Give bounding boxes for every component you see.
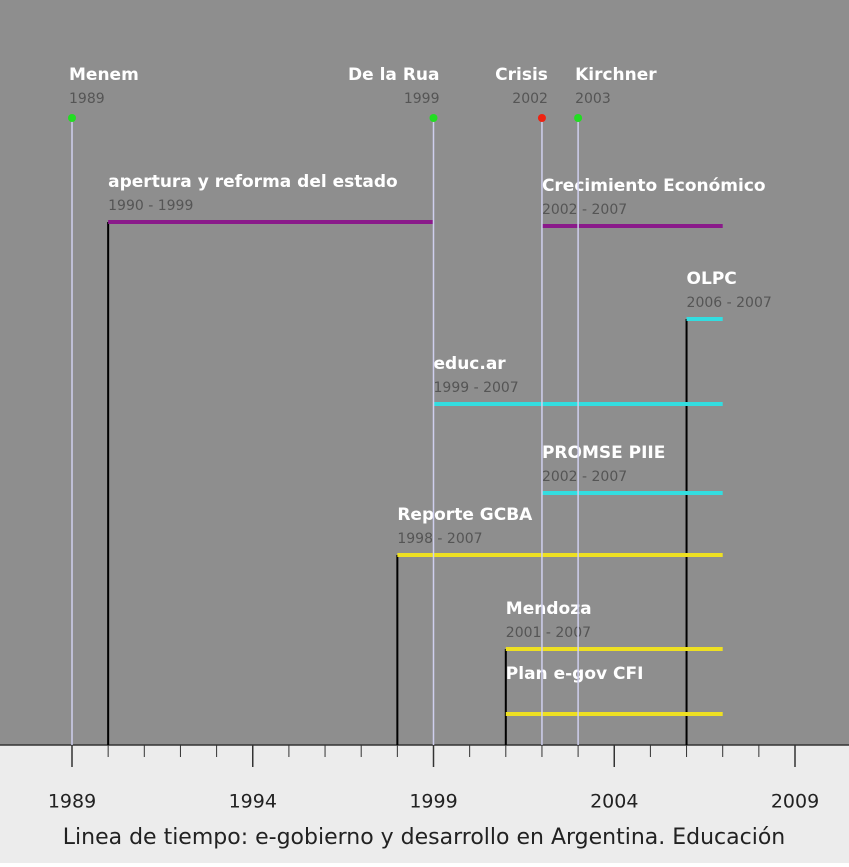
span-range: 1990 - 1999	[108, 198, 193, 214]
event-dot	[68, 114, 76, 122]
event-year: 2002	[512, 91, 548, 107]
span-name: Crecimiento Económico	[542, 176, 766, 196]
span-range: 1998 - 2007	[397, 531, 482, 547]
event-dot	[429, 114, 438, 122]
event-year: 2003	[575, 91, 611, 107]
span-name: PROMSE PIIE	[542, 443, 665, 463]
plot-background	[0, 0, 849, 745]
x-tick-label: 2009	[771, 791, 819, 813]
event-name: Crisis	[495, 65, 548, 85]
span-name: Plan e-gov CFI	[506, 664, 644, 684]
span-name: Reporte GCBA	[397, 505, 533, 525]
span-range: 2002 - 2007	[542, 469, 627, 485]
event-year: 1999	[404, 91, 440, 107]
event-name: De la Rua	[348, 65, 439, 85]
event-dot	[574, 114, 583, 122]
event-year: 1989	[69, 91, 105, 107]
span-name: OLPC	[687, 269, 737, 289]
span-name: educ.ar	[434, 354, 507, 374]
x-tick-label: 2004	[590, 791, 638, 813]
x-tick-label: 1999	[409, 791, 457, 813]
span-range: 1999 - 2007	[434, 380, 519, 396]
axis-background	[0, 745, 849, 863]
span-name: Mendoza	[506, 599, 592, 619]
chart-title: Linea de tiempo: e-gobierno y desarrollo…	[63, 825, 786, 850]
event-dot	[537, 114, 546, 122]
span-range: 2002 - 2007	[542, 202, 627, 218]
x-tick-label: 1989	[48, 791, 96, 813]
span-range: 2001 - 2007	[506, 625, 591, 641]
event-name: Kirchner	[575, 65, 657, 85]
x-tick-label: 1994	[229, 791, 277, 813]
event-name: Menem	[69, 65, 139, 85]
span-range: 2006 - 2007	[687, 295, 772, 311]
span-name: apertura y reforma del estado	[108, 172, 398, 192]
